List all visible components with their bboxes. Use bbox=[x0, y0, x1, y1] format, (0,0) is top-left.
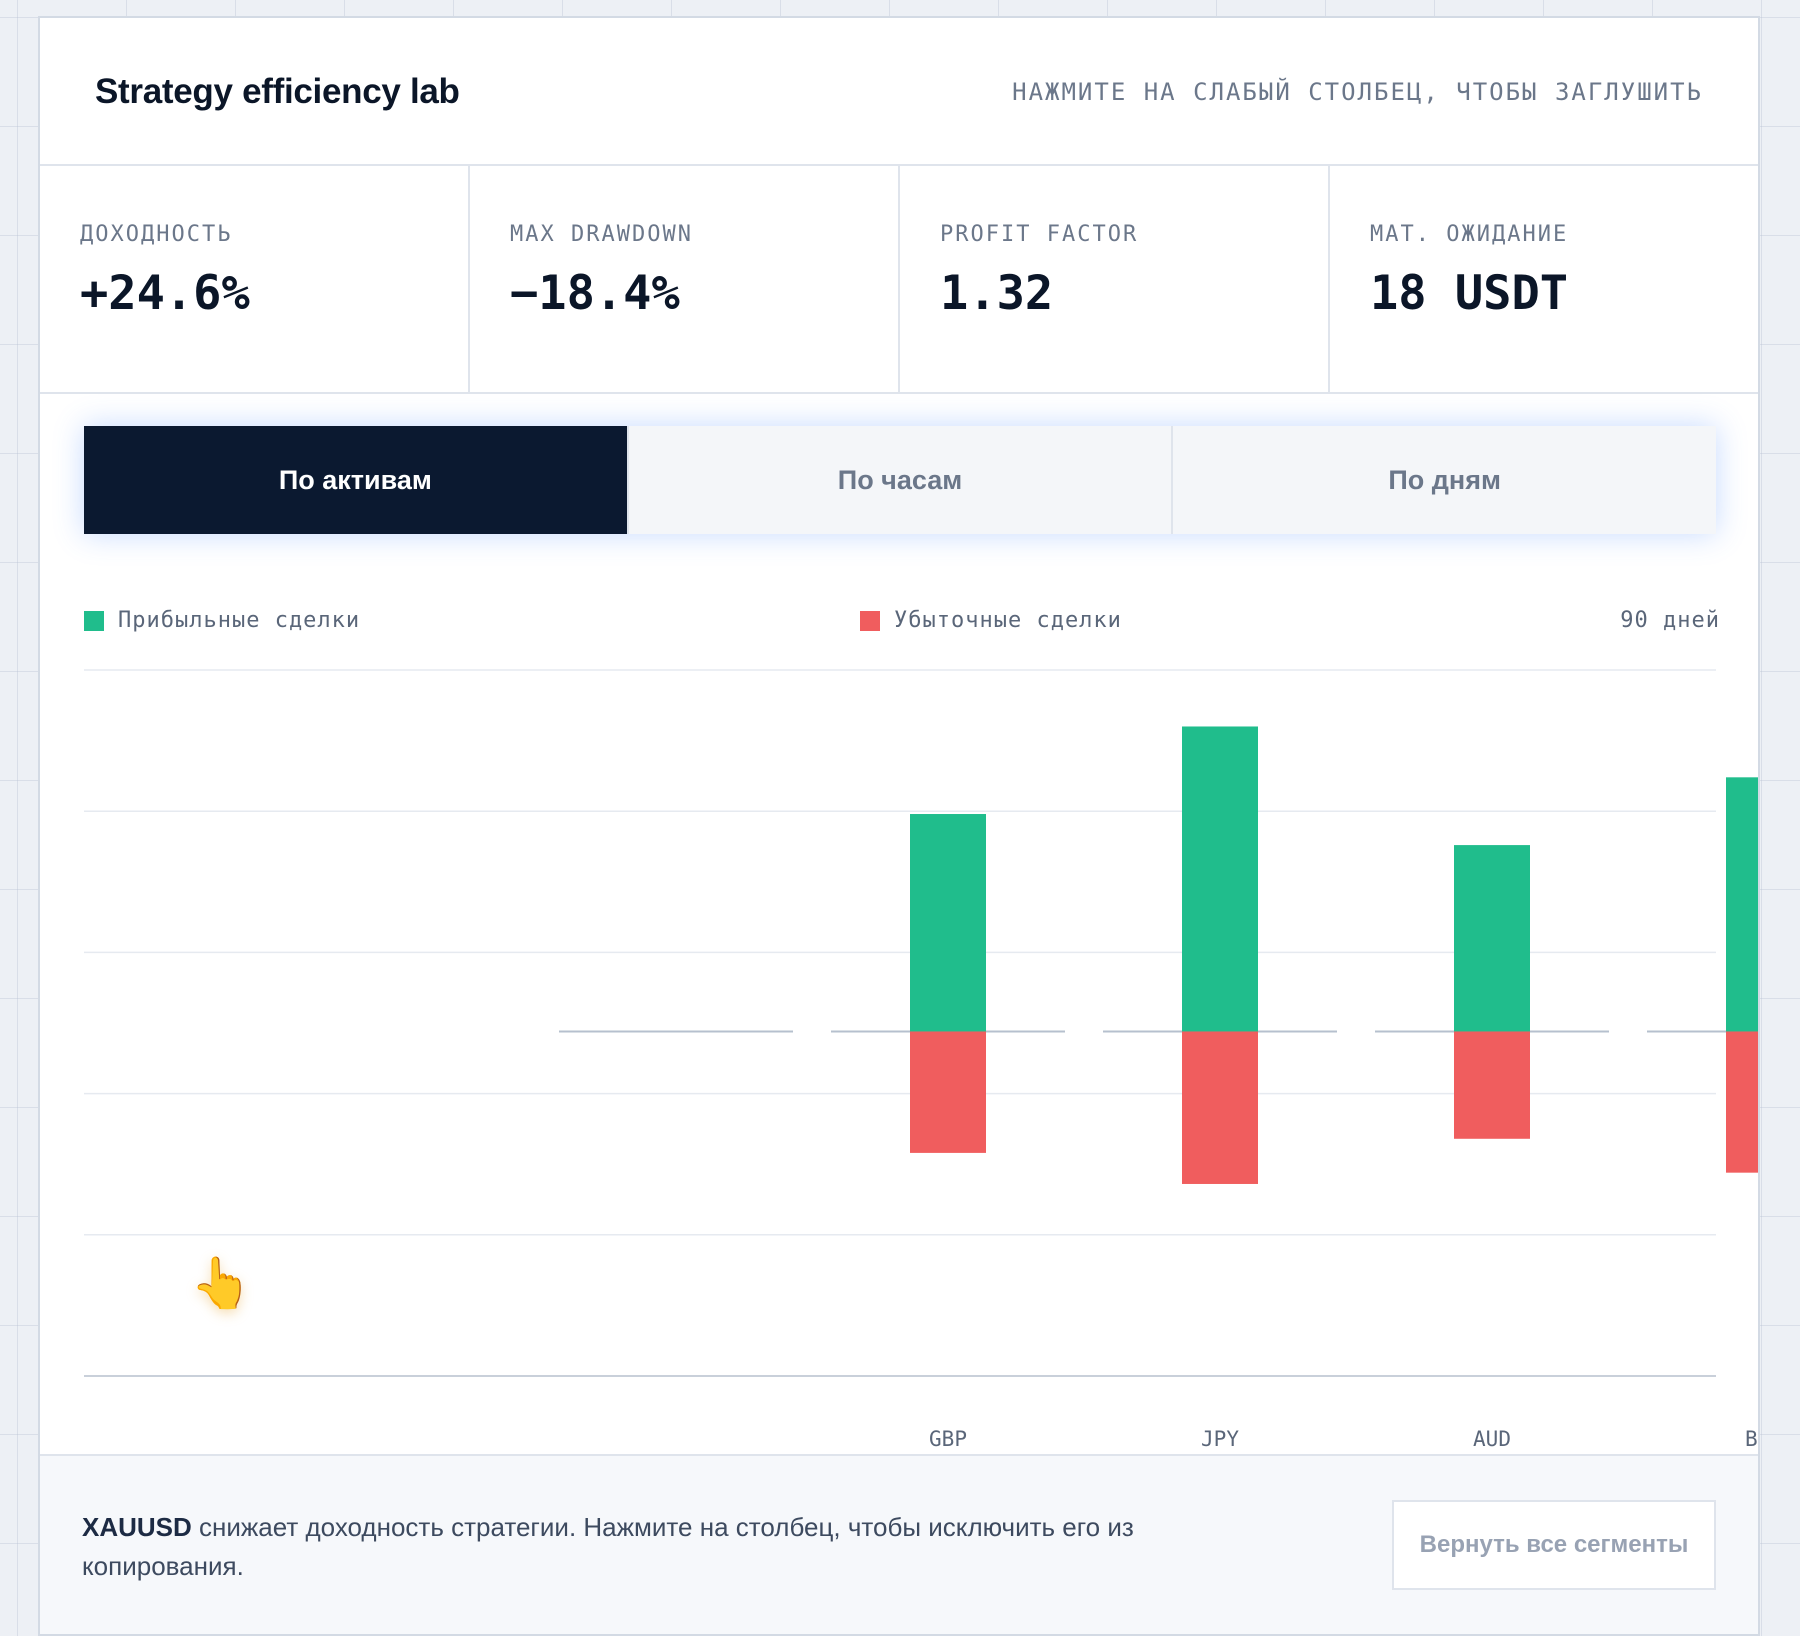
metric-return: ДОХОДНОСТЬ +24.6% bbox=[40, 166, 470, 392]
metric-value: 1.32 bbox=[940, 266, 1054, 321]
tab-by-assets[interactable]: По активам bbox=[84, 426, 629, 534]
header-hint: НАЖМИТЕ НА СЛАБЫЙ СТОЛБЕЦ, ЧТОБЫ ЗАГЛУШИ… bbox=[1012, 78, 1703, 106]
metric-value: −18.4% bbox=[510, 266, 680, 321]
tab-by-hours[interactable]: По часам bbox=[628, 426, 1174, 534]
segment-tabs: По активам По часам По дням bbox=[84, 426, 1717, 534]
metric-label: МАТ. ОЖИДАНИЕ bbox=[1370, 222, 1569, 247]
x-tick-label: AUD bbox=[1473, 1427, 1511, 1451]
pointing-hand-icon: 👆 bbox=[190, 1255, 253, 1311]
metric-label: PROFIT FACTOR bbox=[940, 222, 1139, 247]
bar-chart: GBP JPY AUD BTC bbox=[84, 669, 1760, 1451]
bar-profit[interactable] bbox=[1182, 726, 1258, 1032]
reset-segments-button[interactable]: Вернуть все сегменты bbox=[1392, 1500, 1716, 1590]
legend-profit: Прибыльные сделки bbox=[84, 608, 360, 633]
footer-panel: XAUUSD снижает доходность стратегии. Наж… bbox=[40, 1454, 1758, 1634]
legend-loss-label: Убыточные сделки bbox=[894, 608, 1122, 633]
x-tick-label: JPY bbox=[1201, 1427, 1239, 1451]
metric-label: MAX DRAWDOWN bbox=[510, 222, 693, 247]
bar-loss[interactable] bbox=[1454, 1031, 1530, 1139]
bar-profit[interactable] bbox=[910, 814, 986, 1032]
period-label: 90 дней bbox=[1620, 608, 1720, 633]
metric-profit-factor: PROFIT FACTOR 1.32 bbox=[900, 166, 1330, 392]
strategy-card: Strategy efficiency lab НАЖМИТЕ НА СЛАБЫ… bbox=[38, 16, 1760, 1636]
bar-loss[interactable] bbox=[910, 1031, 986, 1153]
chart-area: Прибыльные сделки Убыточные сделки 90 дн… bbox=[40, 578, 1760, 1478]
weak-asset-name: XAUUSD bbox=[82, 1512, 192, 1542]
card-header: Strategy efficiency lab НАЖМИТЕ НА СЛАБЫ… bbox=[40, 18, 1758, 166]
legend-profit-label: Прибыльные сделки bbox=[118, 608, 361, 633]
tab-by-days[interactable]: По дням bbox=[1173, 426, 1717, 534]
metric-value: 18 USDT bbox=[1370, 266, 1569, 321]
footer-message: XAUUSD снижает доходность стратегии. Наж… bbox=[82, 1508, 1202, 1586]
metric-expectancy: МАТ. ОЖИДАНИЕ 18 USDT bbox=[1330, 166, 1758, 392]
metric-label: ДОХОДНОСТЬ bbox=[80, 222, 233, 247]
x-tick-label: BTC bbox=[1745, 1427, 1760, 1451]
legend-swatch-profit bbox=[84, 610, 104, 631]
legend-loss: Убыточные сделки bbox=[860, 608, 1122, 633]
bar-profit[interactable] bbox=[1726, 777, 1760, 1032]
legend-swatch-loss bbox=[860, 610, 880, 631]
bar-profit[interactable] bbox=[1454, 845, 1530, 1032]
footer-message-text: снижает доходность стратегии. Нажмите на… bbox=[82, 1512, 1134, 1581]
bar-loss[interactable] bbox=[1182, 1031, 1258, 1184]
metric-value: +24.6% bbox=[80, 266, 250, 321]
x-tick-label: GBP bbox=[929, 1427, 967, 1451]
bar-loss[interactable] bbox=[1726, 1031, 1760, 1173]
page-title: Strategy efficiency lab bbox=[95, 72, 460, 111]
metric-max-drawdown: MAX DRAWDOWN −18.4% bbox=[470, 166, 900, 392]
metrics-row: ДОХОДНОСТЬ +24.6% MAX DRAWDOWN −18.4% PR… bbox=[40, 166, 1758, 394]
